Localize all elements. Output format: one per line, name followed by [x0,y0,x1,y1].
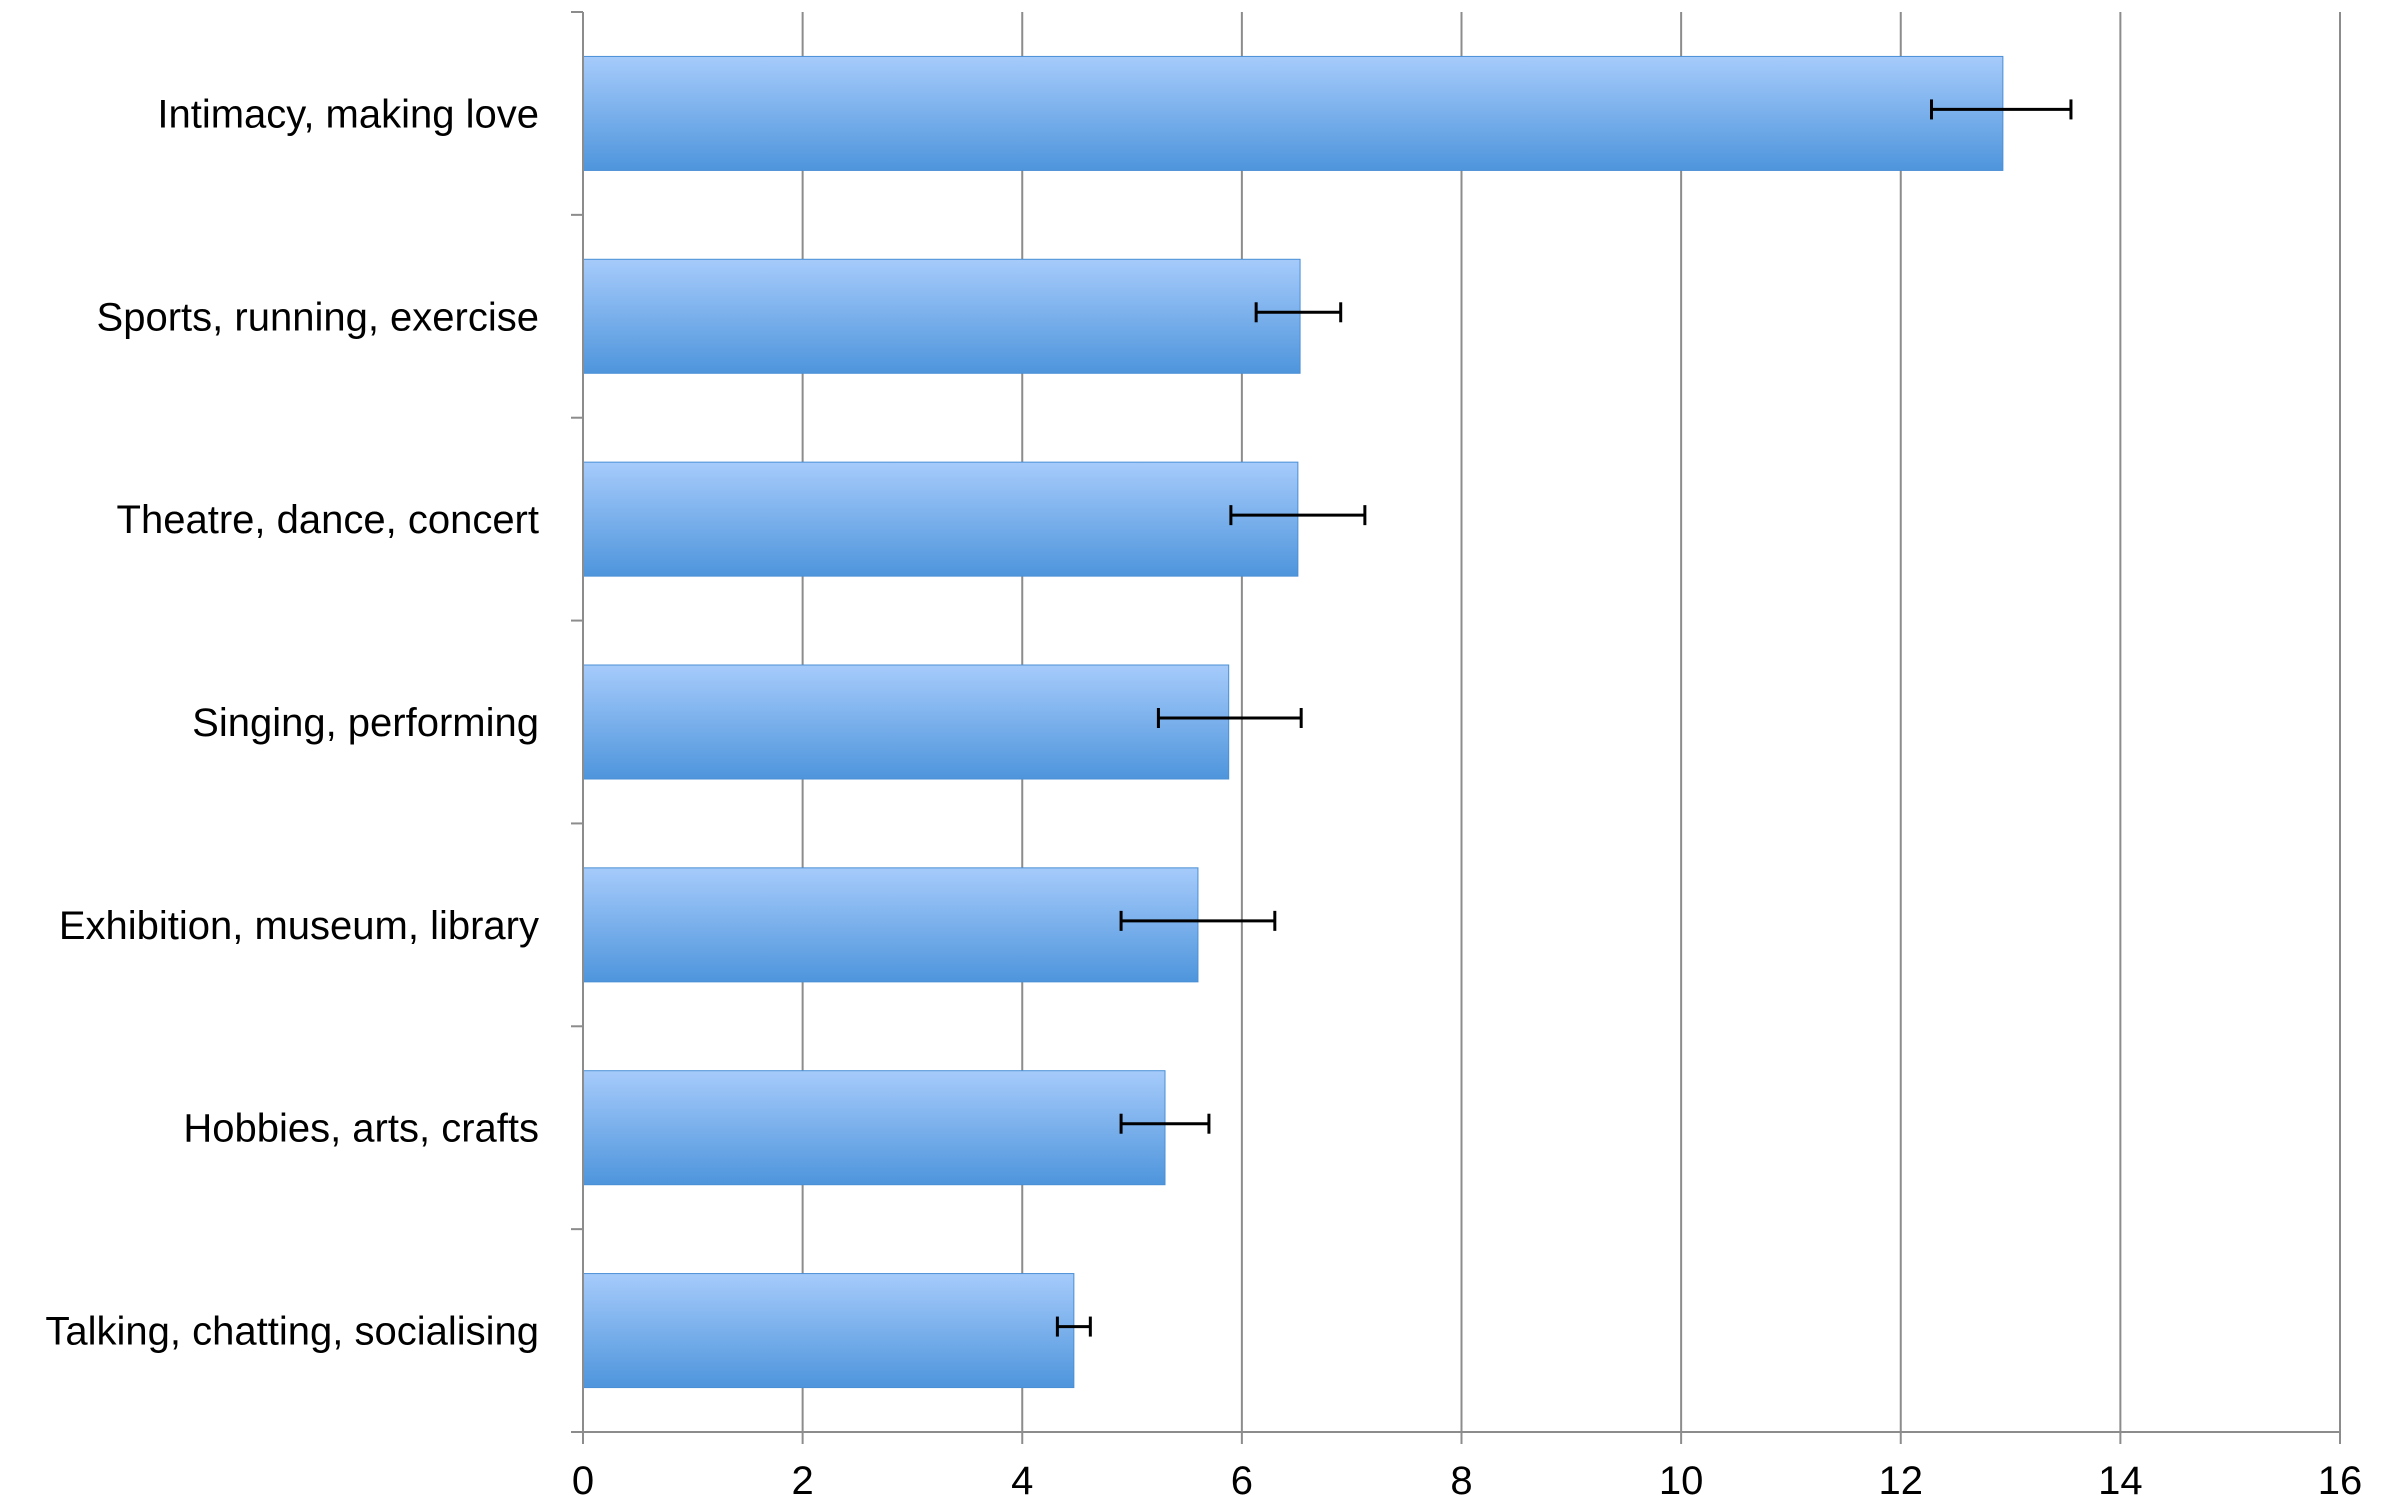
error-bar-5 [1119,910,1277,931]
gridlines [801,12,2341,1432]
labels: Intimacy, making love Sports, running, ex… [45,92,2362,1503]
bar-7 [582,1273,1075,1389]
bar-1 [582,55,2004,171]
bars [582,55,2004,1389]
bar-4 [582,664,1230,780]
x-tick-label-4: 4 [1011,1459,1033,1503]
bar-2 [582,258,1301,374]
x-tick-label-14: 14 [2098,1459,2143,1503]
x-tick-label-16: 16 [2318,1459,2363,1503]
category-label-7: Talking, chatting, socialising [45,1310,539,1354]
x-tick-label-2: 2 [792,1459,814,1503]
x-tick-label-6: 6 [1231,1459,1253,1503]
category-label-3: Theatre, dance, concert [117,498,539,542]
error-bar-3 [1229,505,1367,526]
error-bar-2 [1254,302,1343,323]
x-tick-label-0: 0 [572,1459,594,1503]
category-label-6: Hobbies, arts, crafts [183,1107,539,1151]
x-tick-label-8: 8 [1450,1459,1472,1503]
error-bar-7 [1055,1316,1092,1337]
category-label-4: Singing, performing [192,701,539,745]
bar-6 [582,1070,1166,1186]
category-label-1: Intimacy, making love [157,92,539,136]
category-label-5: Exhibition, museum, library [59,904,539,948]
category-label-2: Sports, running, exercise [97,295,539,339]
error-bars [1055,99,2073,1337]
error-bar-6 [1119,1113,1211,1134]
x-tick-label-10: 10 [1659,1459,1704,1503]
bar-5 [582,867,1199,983]
error-bar-4 [1156,708,1303,728]
error-bar-1 [1929,99,2073,120]
axes [571,11,2341,1444]
bar-3 [582,461,1299,577]
x-tick-label-12: 12 [1879,1459,1924,1503]
